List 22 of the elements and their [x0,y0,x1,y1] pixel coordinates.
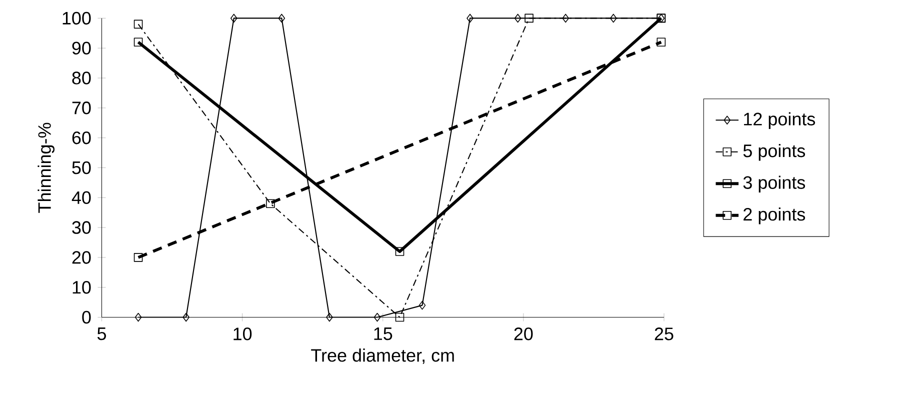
legend-label: 2 points [744,207,806,224]
x-axis-title: Tree diameter, cm [311,348,454,364]
y-tick-label: 50 [72,161,91,174]
legend-label: 12 points [744,112,816,130]
y-tick-label: 60 [72,131,91,144]
legend-label: 5 points [743,144,806,161]
x-tick-label: 5 [97,328,106,340]
y-tick-label: 100 [62,12,91,25]
y-tick-label: 40 [72,191,91,204]
y-tick-label: 80 [72,72,91,84]
y-tick-label: 30 [72,221,91,234]
y-tick-label: 10 [72,280,91,294]
y-tick-label: 90 [72,42,91,54]
x-tick-label: 15 [374,328,392,340]
y-tick-label: 0 [82,310,91,324]
x-tick-label: 25 [654,328,674,340]
y-tick-label: 70 [72,102,91,114]
legend-label: 3 points [743,176,806,193]
y-axis-title: Thinning-% [38,122,55,213]
x-tick-label: 10 [234,328,252,340]
x-tick-label: 20 [514,328,533,340]
y-tick-label: 20 [72,251,91,264]
